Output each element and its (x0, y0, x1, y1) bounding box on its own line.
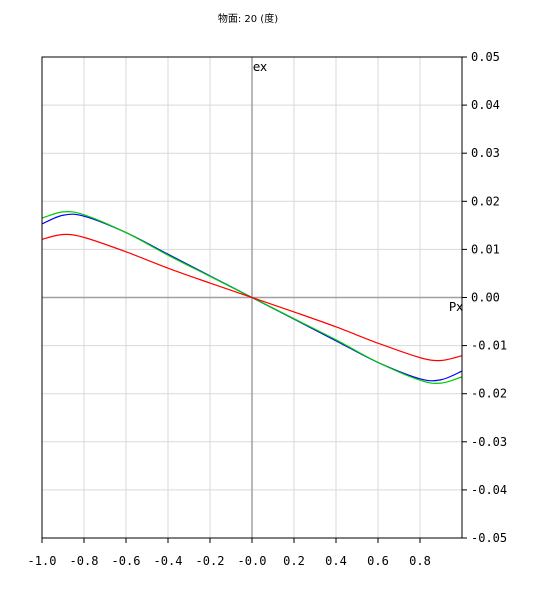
y-tick-label-6: -0.01 (471, 339, 507, 353)
x-tick-label-5: -0.0 (238, 554, 267, 568)
y-tick-label-10: -0.05 (471, 531, 507, 545)
y-axis-label: ex (253, 60, 267, 74)
y-tick-label-8: -0.03 (471, 435, 507, 449)
y-tick-label-5: 0.00 (471, 291, 500, 305)
y-tick-label-7: -0.02 (471, 387, 507, 401)
y-ticks: 0.05 0.04 0.03 0.02 0.01 0.00 -0.01 -0.02 -0.03 -… (462, 50, 507, 545)
y-tick-label-3: 0.02 (471, 194, 500, 208)
x-tick-label-6: 0.2 (283, 554, 305, 568)
chart-title: 物面: 20 (度) (218, 12, 278, 25)
y-tick-label-0: 0.05 (471, 50, 500, 64)
y-tick-label-4: 0.01 (471, 242, 500, 256)
y-tick-label-9: -0.04 (471, 483, 507, 497)
x-tick-label-7: 0.4 (325, 554, 347, 568)
series-line-2 (41, 233, 463, 362)
x-ticks: -1.0 -0.8 -0.6 -0.4 -0.2 -0.0 0.2 0.4 0.6 0.8 (28, 538, 431, 568)
x-tick-label-8: 0.6 (367, 554, 389, 568)
x-tick-label-2: -0.6 (112, 554, 141, 568)
x-axis-label: Px (449, 300, 463, 314)
y-tick-label-1: 0.04 (471, 98, 500, 112)
x-tick-label-1: -0.8 (70, 554, 99, 568)
series-group (41, 211, 463, 384)
x-tick-label-3: -0.4 (154, 554, 183, 568)
x-tick-label-0: -1.0 (28, 554, 57, 568)
x-tick-label-4: -0.2 (196, 554, 225, 568)
x-tick-label-9: 0.8 (409, 554, 431, 568)
y-tick-label-2: 0.03 (471, 146, 500, 160)
